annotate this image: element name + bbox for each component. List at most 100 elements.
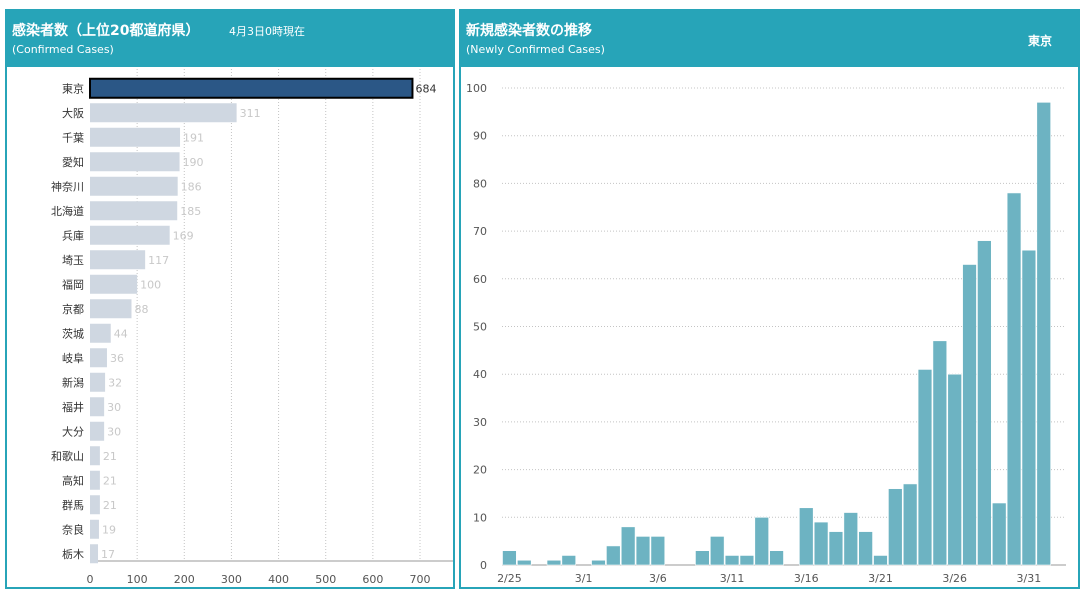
bar bbox=[90, 421, 105, 441]
category-label: 愛知 bbox=[62, 155, 84, 169]
x-tick-label: 3/16 bbox=[794, 572, 819, 585]
left-subtitle: (Confirmed Cases) bbox=[12, 43, 114, 56]
y-tick-label: 30 bbox=[473, 416, 487, 429]
bar bbox=[90, 470, 100, 490]
daily-bar bbox=[977, 240, 992, 566]
value-label: 30 bbox=[107, 401, 121, 414]
category-label: 京都 bbox=[62, 302, 84, 316]
bar bbox=[90, 544, 99, 564]
value-label: 32 bbox=[108, 376, 122, 389]
y-tick-label: 40 bbox=[473, 368, 487, 381]
value-label: 190 bbox=[183, 156, 204, 169]
daily-bar bbox=[635, 536, 651, 566]
daily-bar bbox=[858, 531, 873, 566]
value-label: 186 bbox=[181, 180, 202, 193]
category-label: 福井 bbox=[62, 400, 84, 414]
category-label: 和歌山 bbox=[51, 449, 84, 463]
y-tick-label: 60 bbox=[473, 273, 487, 286]
bar bbox=[90, 274, 138, 294]
value-label: 21 bbox=[103, 499, 117, 512]
category-label: 神奈川 bbox=[51, 179, 84, 193]
category-label: 東京 bbox=[62, 81, 84, 95]
daily-bar bbox=[502, 550, 517, 566]
value-label: 88 bbox=[134, 303, 148, 316]
value-label: 684 bbox=[415, 82, 436, 95]
value-label: 30 bbox=[107, 425, 121, 438]
left-header: 感染者数（上位20都道府県） (Confirmed Cases) 4月3日0時現… bbox=[7, 11, 453, 67]
daily-bar bbox=[917, 369, 933, 566]
daily-bar bbox=[739, 555, 755, 566]
x-tick-label: 3/21 bbox=[868, 572, 893, 585]
bar bbox=[90, 250, 146, 270]
bar bbox=[90, 323, 111, 343]
prefecture-bar-chart: 0 100 200 300 400 500 600 700 東京 684 大阪 311 千葉 191 愛知 1… bbox=[51, 69, 453, 586]
y-tick-label: 10 bbox=[473, 511, 487, 524]
bar bbox=[90, 176, 178, 196]
bar bbox=[90, 127, 181, 147]
bar bbox=[90, 446, 100, 466]
category-label: 千葉 bbox=[62, 130, 84, 144]
bar bbox=[90, 348, 107, 368]
daily-bar bbox=[620, 526, 636, 566]
selected-prefecture[interactable]: 東京 bbox=[1027, 34, 1052, 48]
x-tick-label: 2/25 bbox=[497, 572, 522, 585]
daily-bar bbox=[843, 512, 859, 566]
value-label: 185 bbox=[180, 205, 201, 218]
bar bbox=[89, 77, 414, 99]
daily-bar bbox=[754, 516, 769, 566]
value-label: 36 bbox=[110, 352, 124, 365]
bar bbox=[90, 225, 170, 245]
daily-bar bbox=[902, 483, 918, 566]
x-tick-label: 700 bbox=[410, 573, 431, 586]
daily-bar bbox=[709, 536, 725, 566]
value-label: 19 bbox=[102, 523, 116, 536]
date-note: 4月3日0時現在 bbox=[229, 25, 305, 38]
daily-bar bbox=[888, 488, 903, 566]
x-tick-label: 3/11 bbox=[720, 572, 745, 585]
daily-bar bbox=[591, 559, 606, 566]
y-tick-label: 90 bbox=[473, 130, 487, 143]
x-tick-label: 200 bbox=[174, 573, 195, 586]
bar bbox=[90, 299, 132, 319]
daily-bar bbox=[1006, 192, 1022, 566]
x-tick-label: 3/1 bbox=[575, 572, 593, 585]
right-subtitle: (Newly Confirmed Cases) bbox=[466, 43, 605, 56]
x-tick-label: 600 bbox=[362, 573, 383, 586]
daily-bar bbox=[650, 536, 666, 566]
x-tick-label: 3/31 bbox=[1017, 572, 1042, 585]
left-title: 感染者数（上位20都道府県） bbox=[12, 23, 200, 39]
daily-bar bbox=[813, 521, 829, 566]
daily-bar bbox=[932, 340, 948, 566]
daily-bar bbox=[606, 545, 621, 566]
bar bbox=[90, 201, 178, 221]
category-label: 新潟 bbox=[62, 375, 84, 389]
y-tick-label: 20 bbox=[473, 464, 487, 477]
x-tick-label: 500 bbox=[315, 573, 336, 586]
daily-bar bbox=[947, 373, 962, 566]
value-label: 100 bbox=[140, 278, 161, 291]
category-label: 福岡 bbox=[62, 277, 84, 291]
bar bbox=[90, 103, 237, 123]
y-tick-label: 70 bbox=[473, 225, 487, 238]
value-label: 21 bbox=[103, 474, 117, 487]
value-label: 117 bbox=[148, 254, 169, 267]
right-panel: 新規感染者数の推移 (Newly Confirmed Cases) 東京 0 10… bbox=[459, 9, 1080, 589]
x-tick-label: 0 bbox=[87, 573, 94, 586]
left-panel: 感染者数（上位20都道府県） (Confirmed Cases) 4月3日0時現… bbox=[5, 9, 455, 589]
daily-bar bbox=[561, 555, 577, 566]
value-label: 21 bbox=[103, 450, 117, 463]
value-label: 169 bbox=[173, 229, 194, 242]
x-tick-label: 3/26 bbox=[942, 572, 967, 585]
value-label: 191 bbox=[183, 131, 204, 144]
bar bbox=[90, 495, 100, 515]
daily-bar bbox=[873, 555, 888, 566]
daily-bar bbox=[991, 502, 1007, 566]
daily-bar bbox=[828, 531, 844, 566]
category-label: 岐阜 bbox=[62, 352, 84, 365]
category-label: 大分 bbox=[62, 424, 84, 438]
y-tick-label: 100 bbox=[466, 82, 487, 95]
daily-bar bbox=[962, 264, 977, 566]
value-label: 44 bbox=[114, 327, 128, 340]
daily-bar bbox=[695, 550, 710, 566]
right-title: 新規感染者数の推移 bbox=[466, 23, 592, 39]
